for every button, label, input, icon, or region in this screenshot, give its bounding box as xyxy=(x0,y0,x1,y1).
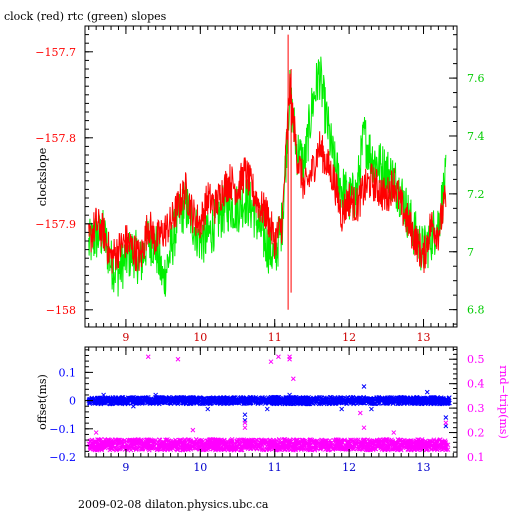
rnd-trip-outlier-marker xyxy=(93,430,99,435)
offset-outlier-marker xyxy=(424,389,430,395)
offset-outlier-marker xyxy=(287,392,292,398)
rnd-trip-outlier-marker xyxy=(175,356,181,362)
x-tick-label: 12 xyxy=(342,461,356,474)
offset-series xyxy=(86,354,452,453)
y-right-tick-label: 0.4 xyxy=(467,378,485,391)
slope-axes: 9 10 11 12 13 −158 −157.9 −157.8 −157.7 6.8 7 7.2 7.… xyxy=(35,25,485,344)
rnd-trip-band-markers xyxy=(86,437,451,453)
y-left-tick-label: −0.1 xyxy=(49,423,76,436)
rnd-trip-outlier-marker xyxy=(287,356,292,362)
x-tick-label: 11 xyxy=(268,331,282,344)
offset-outlier-marker xyxy=(339,406,345,412)
rnd-trip-outlier-marker xyxy=(443,420,449,426)
offset-outlier-marker xyxy=(205,406,211,412)
rnd-trip-markers xyxy=(86,354,451,453)
y-right-tick-label: 7 xyxy=(467,246,474,259)
y-right-tick-label: 0.5 xyxy=(467,353,485,366)
x-tick-label: 13 xyxy=(417,461,431,474)
y-right-tick-label: 0.2 xyxy=(467,427,485,440)
y-left-tick-label: −157.9 xyxy=(35,218,76,231)
rnd-trip-outlier-marker xyxy=(290,376,296,382)
rndtrip-axis-label: rnd−trip(ms) xyxy=(497,365,510,439)
rnd-trip-outlier-marker xyxy=(242,420,248,426)
y-right-tick-label: 0.3 xyxy=(467,402,485,415)
y-right-tick-label: 7.6 xyxy=(467,72,485,85)
offset-outlier-marker xyxy=(153,392,159,398)
offset-axis-label: offset(ms) xyxy=(36,374,49,430)
y-left-tick-label: −158 xyxy=(46,304,76,317)
footer-date-host: 2009-02-08 dilaton.physics.ubc.ca xyxy=(78,498,269,511)
rnd-trip-outlier-marker xyxy=(361,425,367,431)
offset-markers xyxy=(86,384,452,429)
offset-panel: 9 10 11 12 13 −0.2 −0.1 0 0.1 0.1 0.2 0.3 0.4 0.5 off… xyxy=(36,346,510,474)
offset-outlier-marker xyxy=(443,415,449,420)
y-right-tick-label: 7.4 xyxy=(467,130,485,143)
y-right-tick-label: 6.8 xyxy=(467,304,485,317)
offset-outlier-marker xyxy=(131,403,136,409)
clockslope-axis-label: clockslope xyxy=(36,148,49,206)
rnd-trip-outlier-marker xyxy=(145,354,151,360)
x-tick-label: 11 xyxy=(268,461,282,474)
offset-axes: 9 10 11 12 13 −0.2 −0.1 0 0.1 0.1 0.2 0.3 0.4 0.5 xyxy=(49,347,485,474)
rnd-trip-outlier-marker xyxy=(268,359,274,365)
y-left-tick-label: 0.1 xyxy=(59,366,77,379)
slope-series xyxy=(88,34,447,310)
y-left-tick-label: −157.8 xyxy=(35,132,76,145)
offset-outlier-marker xyxy=(361,384,367,389)
y-right-tick-label: 0.1 xyxy=(467,451,485,464)
y-left-tick-label: −157.7 xyxy=(35,46,76,59)
x-tick-label: 10 xyxy=(193,331,207,344)
offset-outlier-marker xyxy=(242,412,248,418)
slope-panel: 9 10 11 12 13 −158 −157.9 −157.8 −157.7 6.8 7 7.2 7.… xyxy=(35,25,485,344)
offset-outlier-marker xyxy=(369,406,374,412)
x-tick-label: 13 xyxy=(417,331,431,344)
rnd-trip-outlier-marker xyxy=(391,430,397,435)
rnd-trip-outlier-marker xyxy=(242,425,248,431)
offset-plot-frame xyxy=(84,346,458,458)
chart-title: clock (red) rtc (green) slopes xyxy=(4,10,167,23)
rnd-trip-outlier-marker xyxy=(276,354,281,360)
offset-outlier-marker xyxy=(264,406,270,412)
x-tick-label: 10 xyxy=(193,461,207,474)
offset-band-markers xyxy=(86,394,452,407)
offset-outlier-marker xyxy=(101,392,106,398)
x-tick-label: 9 xyxy=(122,461,129,474)
x-tick-label: 9 xyxy=(122,331,129,344)
x-tick-label: 12 xyxy=(342,331,356,344)
clock-series-line xyxy=(88,73,447,274)
y-left-tick-label: 0 xyxy=(69,395,76,408)
rnd-trip-outlier-marker xyxy=(190,427,196,433)
slope-plot-frame xyxy=(84,25,458,328)
y-left-tick-label: −0.2 xyxy=(49,451,76,464)
y-right-tick-label: 7.2 xyxy=(467,188,485,201)
rtc-series-line xyxy=(88,56,447,297)
rnd-trip-outlier-marker xyxy=(357,410,363,416)
